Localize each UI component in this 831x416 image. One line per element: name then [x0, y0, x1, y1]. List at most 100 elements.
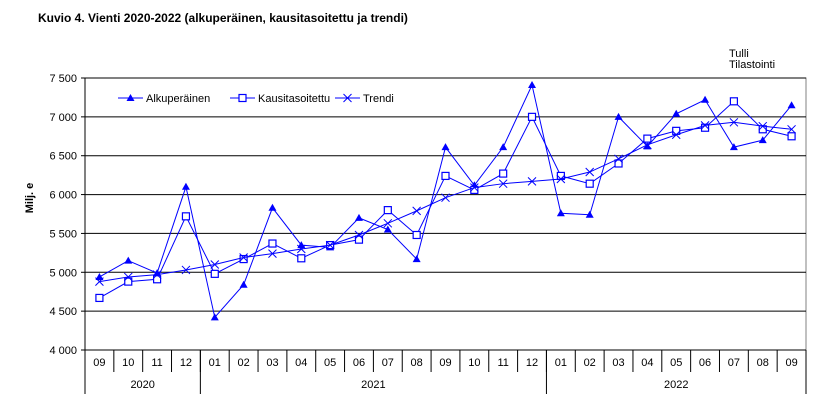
data-point-alkuperäinen — [499, 143, 508, 151]
y-tick-label: 5 500 — [49, 228, 77, 240]
data-point-alkuperäinen — [412, 255, 421, 263]
x-tick-label: 06 — [699, 357, 711, 369]
x-tick-label: 12 — [180, 357, 192, 369]
plot-area — [84, 77, 807, 351]
data-point-kausitasoitettu — [470, 185, 479, 195]
legend-marker-alkuperäinen — [126, 94, 135, 101]
data-point-kausitasoitettu — [95, 293, 104, 303]
data-point-trendi — [441, 193, 450, 203]
data-point-kausitasoitettu — [354, 235, 364, 244]
source-line-1: Tulli — [729, 48, 749, 60]
data-point-alkuperäinen — [95, 272, 104, 280]
x-tick-label: 12 — [526, 357, 538, 369]
x-tick-label: 11 — [151, 357, 162, 369]
data-point-trendi — [498, 179, 508, 189]
y-tick-label: 7 500 — [49, 73, 77, 85]
x-tick-label: 07 — [728, 357, 740, 369]
data-point-alkuperäinen — [672, 109, 681, 117]
data-point-trendi — [210, 260, 220, 269]
x-tick-label: 09 — [93, 357, 105, 369]
data-point-trendi — [758, 121, 768, 131]
data-point-trendi — [412, 206, 422, 216]
data-point-trendi — [556, 174, 566, 184]
data-point-alkuperäinen — [528, 80, 537, 88]
data-point-trendi — [383, 218, 393, 228]
x-tick-label: 01 — [209, 357, 221, 369]
data-point-alkuperäinen — [124, 256, 133, 264]
data-point-trendi — [268, 249, 277, 258]
data-point-kausitasoitettu — [614, 159, 623, 168]
data-point-trendi — [152, 270, 162, 279]
data-point-trendi — [123, 272, 133, 282]
source-line-2: Tilastointi — [729, 59, 776, 71]
data-point-kausitasoitettu — [672, 126, 681, 135]
x-tick-label: 09 — [439, 357, 451, 369]
data-point-kausitasoitettu — [499, 169, 508, 178]
data-point-trendi — [296, 244, 306, 254]
data-point-trendi — [729, 117, 739, 127]
x-tick-label: 05 — [324, 357, 336, 369]
data-point-kausitasoitettu — [153, 275, 162, 284]
chart-title: Kuvio 4. Vienti 2020-2022 (alkuperäinen,… — [38, 11, 408, 25]
data-point-kausitasoitettu — [700, 123, 710, 132]
data-point-trendi — [585, 167, 595, 177]
x-tick-label: 02 — [237, 357, 249, 369]
data-point-kausitasoitettu — [181, 212, 191, 221]
x-tick-label: 02 — [584, 357, 596, 369]
data-point-kausitasoitettu — [383, 206, 392, 215]
data-point-kausitasoitettu — [729, 97, 739, 106]
data-point-alkuperäinen — [181, 182, 190, 190]
x-tick-label: 05 — [670, 357, 682, 369]
y-tick-label: 6 000 — [49, 190, 77, 202]
data-point-kausitasoitettu — [412, 230, 421, 240]
data-point-kausitasoitettu — [527, 112, 537, 121]
data-point-trendi — [787, 124, 796, 134]
data-point-alkuperäinen — [758, 136, 767, 144]
data-point-trendi — [181, 265, 191, 275]
legend-marker-trendi — [343, 93, 352, 103]
data-point-trendi — [239, 253, 248, 262]
x-tick-label: 09 — [785, 357, 797, 369]
x-tick-label: 08 — [411, 357, 423, 369]
y-tick-label: 7 000 — [49, 112, 77, 124]
data-point-trendi — [643, 140, 652, 150]
legend-label-alkuperäinen: Alkuperäinen — [146, 93, 210, 105]
year-label: 2021 — [361, 379, 385, 391]
data-point-kausitasoitettu — [585, 179, 594, 188]
data-point-alkuperäinen — [729, 143, 738, 151]
data-point-alkuperäinen — [268, 203, 277, 211]
data-point-alkuperäinen — [239, 280, 248, 288]
data-point-kausitasoitettu — [297, 254, 306, 263]
y-axis-label: Milj. e — [24, 183, 36, 214]
y-tick-label: 5 000 — [49, 267, 77, 279]
legend-label-trendi: Trendi — [363, 93, 394, 105]
data-point-kausitasoitettu — [210, 269, 219, 278]
data-point-trendi — [527, 177, 537, 186]
data-point-alkuperäinen — [556, 209, 565, 217]
data-point-kausitasoitettu — [787, 132, 796, 141]
data-point-alkuperäinen — [210, 313, 219, 321]
data-point-trendi — [354, 230, 364, 240]
year-label: 2020 — [130, 379, 154, 391]
x-tick-label: 04 — [295, 357, 307, 369]
data-point-kausitasoitettu — [239, 254, 248, 264]
x-tick-label: 10 — [468, 357, 480, 369]
data-point-alkuperäinen — [643, 142, 652, 150]
legend-marker-kausitasoitettu — [238, 93, 247, 103]
data-point-trendi — [700, 121, 710, 130]
x-tick-label: 03 — [612, 357, 624, 369]
data-point-alkuperäinen — [787, 101, 796, 109]
x-tick-label: 07 — [382, 357, 394, 369]
legend-label-kausitasoitettu: Kausitasoitettu — [258, 93, 330, 105]
year-label: 2022 — [664, 379, 688, 391]
data-point-alkuperäinen — [441, 143, 450, 151]
x-tick-label: 01 — [555, 357, 567, 369]
data-point-trendi — [614, 154, 623, 164]
data-point-alkuperäinen — [354, 213, 363, 221]
data-point-kausitasoitettu — [268, 239, 277, 248]
y-tick-label: 4 500 — [49, 306, 77, 318]
x-tick-label: 04 — [641, 357, 653, 369]
data-point-trendi — [95, 277, 104, 286]
